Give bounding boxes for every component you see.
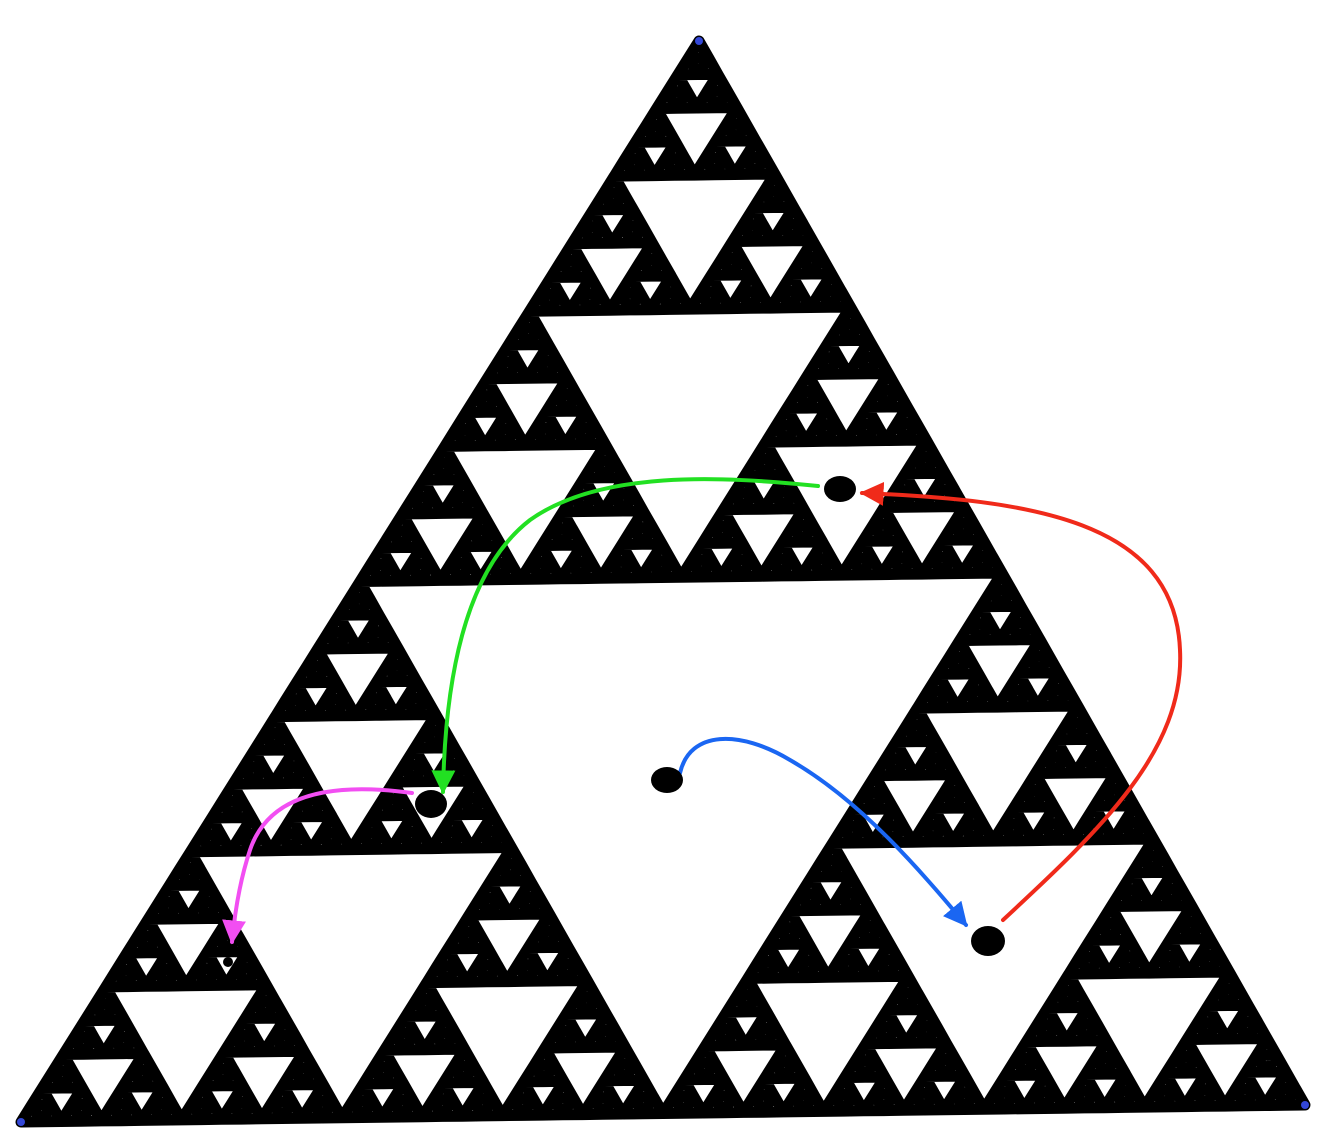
sierpinski-triangle-path [15, 35, 1311, 1128]
blue-arrow [678, 736, 968, 927]
point-step-3 [415, 790, 447, 818]
point-step-2 [824, 476, 856, 502]
iteration-arrows [222, 477, 1183, 945]
vertex-bottom-left [17, 1118, 25, 1126]
magenta-arrow [222, 787, 414, 945]
point-step-1 [971, 926, 1005, 956]
vertex-bottom-right [1301, 1101, 1309, 1109]
outer-vertices [17, 37, 1309, 1126]
sierpinski-triangle [15, 35, 1311, 1128]
vertex-top [695, 37, 703, 45]
point-step-4 [223, 957, 233, 967]
point-start [651, 767, 683, 793]
green-arrow [431, 477, 820, 795]
red-arrow [859, 481, 1183, 922]
chaos-game-points [223, 476, 1005, 967]
